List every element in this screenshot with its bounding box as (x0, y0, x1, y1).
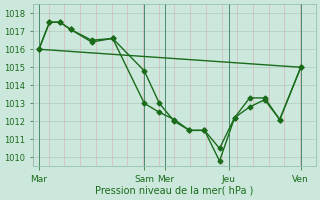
X-axis label: Pression niveau de la mer( hPa ): Pression niveau de la mer( hPa ) (95, 186, 253, 196)
